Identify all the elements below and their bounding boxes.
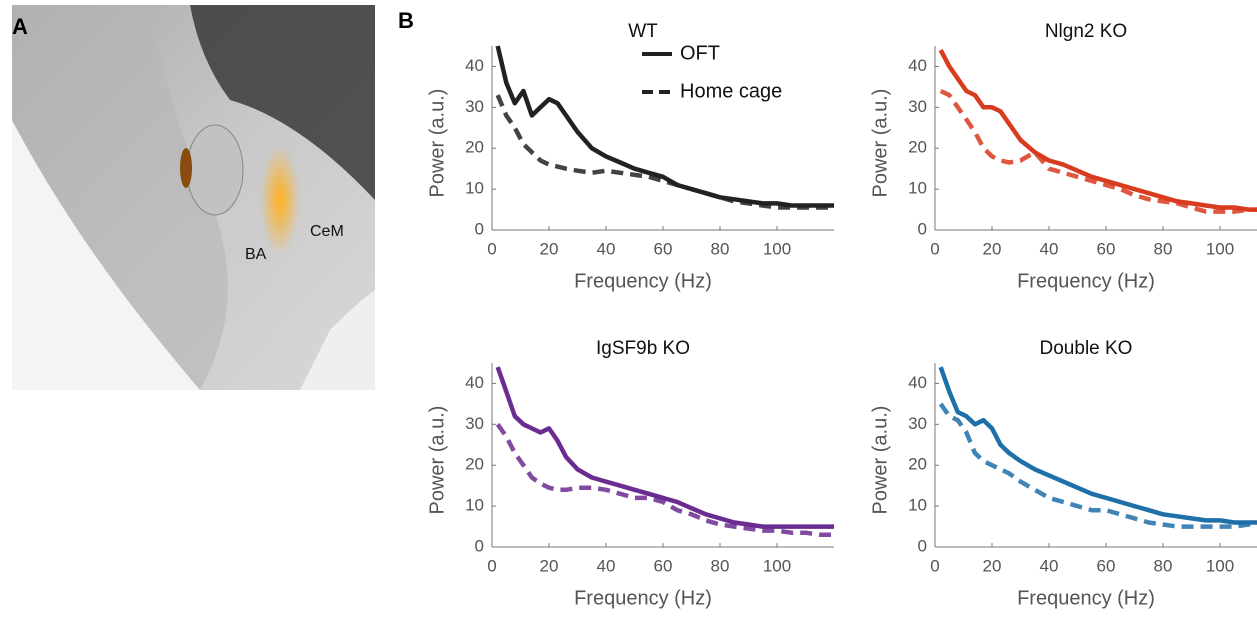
- histology-image: [12, 5, 375, 390]
- x-tick-label: 80: [711, 239, 730, 258]
- panel-label: A: [12, 14, 28, 39]
- series-line: [498, 46, 834, 206]
- region-label: BA: [245, 246, 267, 263]
- y-tick-label: 10: [908, 496, 927, 515]
- x-tick-label: 100: [763, 239, 791, 258]
- x-tick-label: 60: [1097, 239, 1116, 258]
- x-axis-label: Frequency (Hz): [574, 587, 712, 609]
- x-tick-label: 0: [487, 556, 496, 575]
- y-tick-label: 20: [908, 455, 927, 474]
- y-tick-label: 0: [918, 536, 927, 555]
- x-tick-label: 40: [597, 556, 616, 575]
- x-tick-label: 100: [1206, 556, 1234, 575]
- series-line: [941, 367, 1257, 522]
- x-tick-label: 20: [540, 239, 559, 258]
- y-tick-label: 30: [465, 414, 484, 433]
- y-tick-label: 0: [918, 219, 927, 238]
- y-tick-label: 10: [908, 179, 927, 198]
- y-axis-label: Power (a.u.): [869, 89, 891, 198]
- x-tick-label: 20: [983, 556, 1002, 575]
- y-tick-label: 30: [465, 97, 484, 116]
- y-tick-label: 30: [908, 97, 927, 116]
- x-axis-label: Frequency (Hz): [574, 270, 712, 292]
- y-tick-label: 40: [908, 373, 927, 392]
- y-tick-label: 0: [475, 536, 484, 555]
- y-tick-label: 30: [908, 414, 927, 433]
- x-tick-label: 0: [930, 556, 939, 575]
- legend-label: OFT: [680, 42, 720, 64]
- x-tick-label: 0: [487, 239, 496, 258]
- x-tick-label: 0: [930, 239, 939, 258]
- y-tick-label: 20: [465, 138, 484, 157]
- x-tick-label: 100: [763, 556, 791, 575]
- x-tick-label: 80: [1154, 556, 1173, 575]
- y-axis-label: Power (a.u.): [869, 406, 891, 515]
- panel-label: B: [398, 8, 414, 33]
- y-axis-label: Power (a.u.): [426, 89, 448, 198]
- y-tick-label: 40: [465, 56, 484, 75]
- chart-title: Nlgn2 KO: [1045, 21, 1127, 42]
- x-axis-label: Frequency (Hz): [1017, 587, 1155, 609]
- x-tick-label: 80: [1154, 239, 1173, 258]
- series-line: [498, 95, 834, 207]
- y-tick-label: 20: [908, 138, 927, 157]
- figure: A B BA CeM 010203040020406080100Frequenc…: [0, 0, 1257, 620]
- y-tick-label: 20: [465, 455, 484, 474]
- x-tick-label: 20: [983, 239, 1002, 258]
- chart-title: Double KO: [1040, 338, 1133, 359]
- y-tick-label: 0: [475, 219, 484, 238]
- y-tick-label: 40: [465, 373, 484, 392]
- x-tick-label: 20: [540, 556, 559, 575]
- y-tick-label: 40: [908, 56, 927, 75]
- x-tick-label: 40: [1040, 556, 1059, 575]
- series-line: [941, 50, 1257, 210]
- chart-title: WT: [628, 21, 658, 42]
- legend-label: Home cage: [680, 80, 782, 102]
- x-axis-label: Frequency (Hz): [1017, 270, 1155, 292]
- y-tick-label: 10: [465, 179, 484, 198]
- series-line: [498, 367, 834, 526]
- x-tick-label: 60: [654, 556, 673, 575]
- series-line: [498, 424, 834, 534]
- chart-title: IgSF9b KO: [596, 338, 690, 359]
- x-tick-label: 80: [711, 556, 730, 575]
- region-label: CeM: [310, 223, 344, 240]
- y-axis-label: Power (a.u.): [426, 406, 448, 515]
- x-tick-label: 60: [1097, 556, 1116, 575]
- x-tick-label: 40: [1040, 239, 1059, 258]
- x-tick-label: 60: [654, 239, 673, 258]
- x-tick-label: 100: [1206, 239, 1234, 258]
- x-tick-label: 40: [597, 239, 616, 258]
- y-tick-label: 10: [465, 496, 484, 515]
